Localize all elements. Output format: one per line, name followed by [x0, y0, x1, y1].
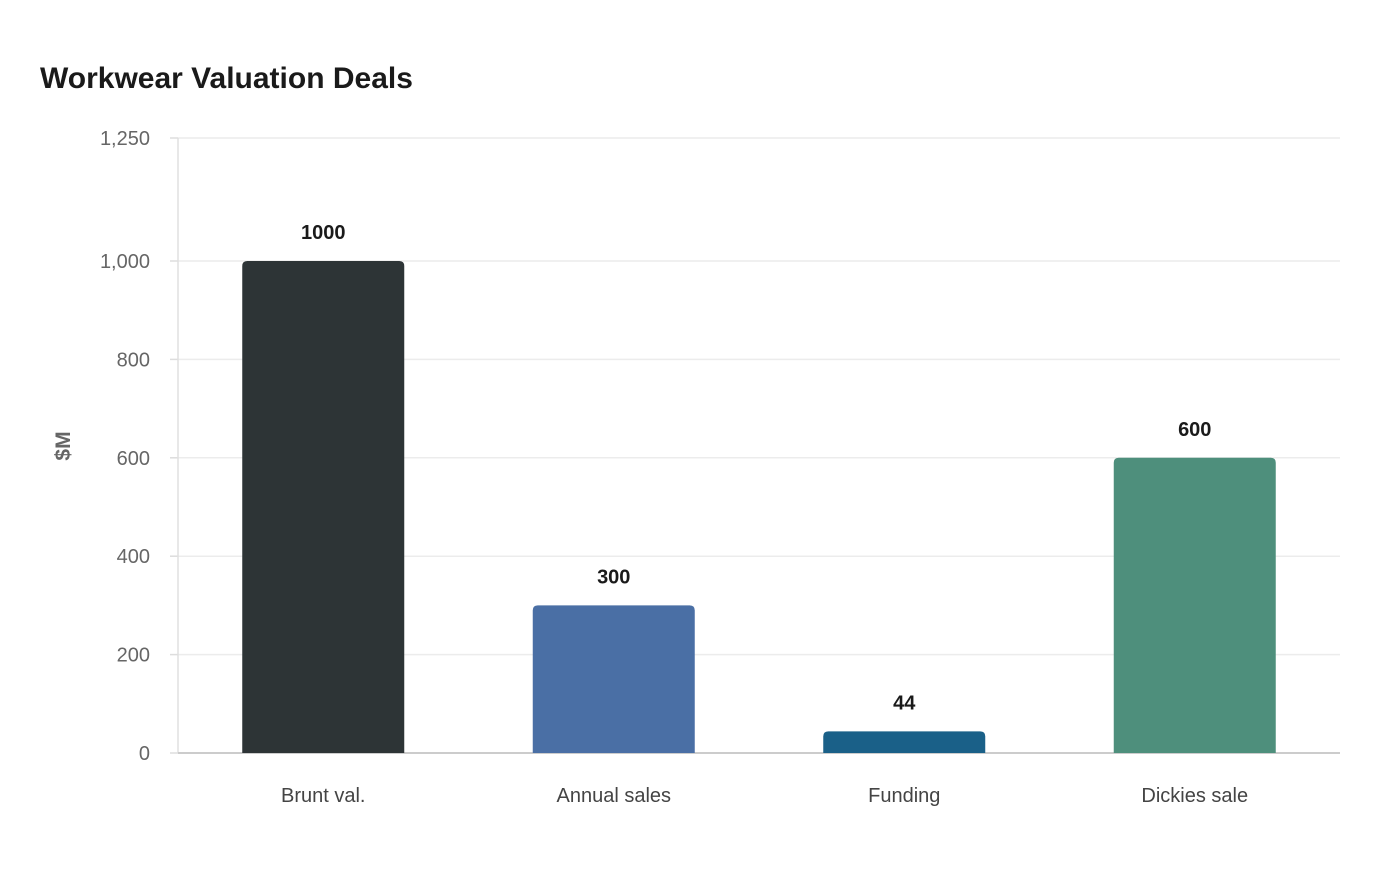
bar: [532, 605, 695, 753]
bars: [242, 261, 1276, 753]
x-category-label: Brunt val.: [281, 785, 365, 807]
bar: [823, 731, 986, 753]
data-labels: 1000 300 44 600: [301, 222, 1211, 714]
bar: [242, 261, 405, 753]
y-tick-label: 600: [117, 448, 150, 470]
data-label: 300: [597, 566, 630, 588]
data-label: 1000: [301, 222, 346, 244]
x-axis-categories: Brunt val. Annual sales Funding Dickies sal…: [281, 785, 1248, 807]
y-tick-label: 0: [139, 743, 150, 765]
y-tick-label: 800: [117, 349, 150, 371]
y-axis-ticks: 0 200 400 600 800 1,000 1,250: [100, 128, 178, 765]
data-label: 44: [893, 692, 916, 714]
y-tick-label: 200: [117, 645, 150, 667]
x-category-label: Annual sales: [556, 785, 671, 807]
chart-title: Workwear Valuation Deals: [40, 62, 413, 95]
data-label: 600: [1178, 419, 1211, 441]
y-tick-label: 1,250: [100, 128, 150, 150]
bar: [1113, 457, 1276, 753]
y-tick-label: 400: [117, 546, 150, 568]
x-category-label: Funding: [868, 785, 940, 807]
x-category-label: Dickies sale: [1141, 785, 1248, 807]
y-tick-label: 1,000: [100, 251, 150, 273]
y-axis-title: $M: [52, 431, 75, 460]
